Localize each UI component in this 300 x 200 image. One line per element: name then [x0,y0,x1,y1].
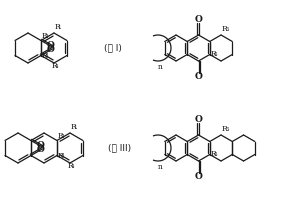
Text: O: O [195,172,203,181]
Text: 3: 3 [45,53,49,58]
Text: (式 I): (式 I) [104,44,122,52]
Text: 1: 1 [74,125,77,130]
Text: R: R [58,132,64,140]
Text: O: O [195,115,203,124]
Text: 2: 2 [45,34,49,39]
Text: R: R [55,23,60,31]
Text: n: n [158,63,162,71]
Text: 1: 1 [58,25,61,30]
Text: R: R [42,32,48,40]
Text: 2: 2 [61,134,64,139]
Text: 3: 3 [61,153,64,158]
Text: 4: 4 [71,164,74,169]
Text: R: R [58,152,64,160]
Text: 5: 5 [225,27,229,32]
Text: 5: 5 [225,127,229,132]
Text: (式 III): (式 III) [108,144,132,152]
Text: R: R [211,50,217,58]
Text: 6: 6 [214,52,217,57]
Text: O: O [36,146,44,155]
Text: 6: 6 [214,152,217,157]
Text: O: O [195,15,203,24]
Text: R: R [70,123,76,131]
Text: R: R [222,25,228,33]
Text: R: R [42,51,48,60]
Text: R: R [222,125,228,133]
Text: O: O [46,46,54,54]
Text: R: R [68,162,74,170]
Text: 4: 4 [55,64,58,69]
Text: O: O [36,142,44,150]
Text: R: R [52,62,58,70]
Text: O: O [46,42,54,50]
Text: O: O [195,72,203,81]
Text: R: R [211,150,217,158]
Text: n: n [158,163,162,171]
